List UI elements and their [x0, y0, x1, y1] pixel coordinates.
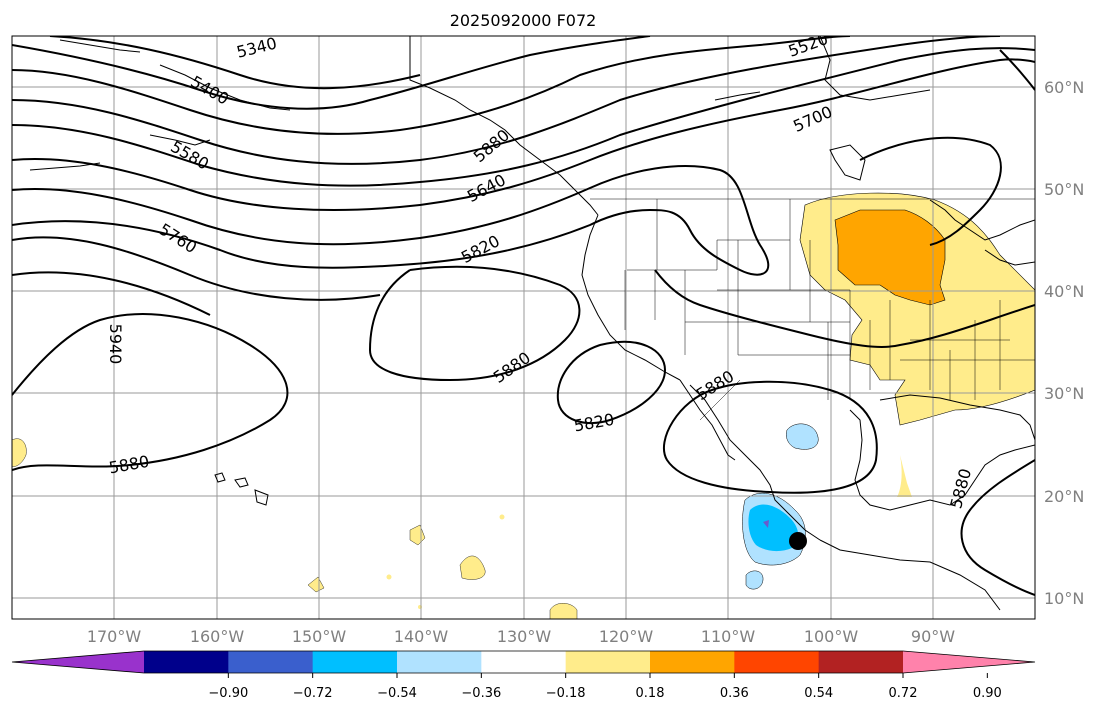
lat-label: 10°N: [1044, 589, 1084, 608]
colorbar-tick-label: −0.36: [461, 686, 501, 701]
colorbar-tick-label: 0.72: [889, 686, 918, 701]
colorbar-tick-label: −0.54: [377, 686, 417, 701]
colorbar-outline: [11, 650, 1036, 674]
storm-center-dot[interactable]: [789, 532, 807, 550]
lon-label: 160°W: [190, 627, 245, 646]
lon-label: 100°W: [804, 627, 859, 646]
colorbar-extend-high: [903, 651, 1035, 673]
colorbar: −0.90 −0.72 −0.54 −0.36 −0.18 0.18 0.36 0.54 0.7…: [11, 650, 1036, 701]
colorbar-bin: [565, 651, 651, 673]
colorbar-bin: [397, 651, 482, 673]
colorbar-tick-label: 0.54: [804, 686, 833, 701]
lon-label: 120°W: [599, 627, 654, 646]
colorbar-tick-label: 0.90: [973, 686, 1002, 701]
state-borders: [590, 198, 1035, 421]
map-area[interactable]: 5340 5400 5520 5580 5640 5700 5760 5820 …: [12, 29, 1035, 619]
colorbar-tick-label: 0.18: [636, 686, 665, 701]
colorbar-tick-label: −0.72: [293, 686, 333, 701]
colorbar-extend-low: [12, 651, 144, 673]
lat-label: 20°N: [1044, 487, 1084, 506]
colorbar-tick-label: −0.90: [208, 686, 248, 701]
lat-label: 60°N: [1044, 78, 1084, 97]
lat-label: 30°N: [1044, 384, 1084, 403]
positive-anomaly-fill: [12, 192, 1035, 619]
map-title: 2025092000 F072: [450, 11, 597, 30]
lon-label: 110°W: [701, 627, 756, 646]
colorbar-bin: [144, 651, 229, 673]
negative-anomaly-fill: [742, 423, 819, 590]
colorbar-bin: [228, 651, 314, 673]
colorbar-bin: [818, 651, 904, 673]
colorbar-bin: [734, 651, 820, 673]
height-contours: [12, 36, 1035, 596]
longitude-labels: 170°W 160°W 150°W 140°W 130°W 120°W 110°…: [87, 627, 955, 646]
graticule: [12, 36, 1035, 619]
lon-label: 150°W: [292, 627, 347, 646]
colorbar-bin: [650, 651, 735, 673]
colorbar-tick-label: −0.18: [546, 686, 586, 701]
lon-label: 140°W: [394, 627, 449, 646]
lon-label: 90°W: [911, 627, 955, 646]
coastlines: [29, 36, 1035, 611]
contour-label: 5940: [106, 324, 125, 365]
latitude-labels: 60°N 50°N 40°N 30°N 20°N 10°N: [1044, 78, 1084, 608]
lon-label: 170°W: [87, 627, 142, 646]
colorbar-bin: [312, 651, 398, 673]
lon-label: 130°W: [497, 627, 552, 646]
colorbar-tick-label: 0.36: [720, 686, 749, 701]
colorbar-bin: [481, 651, 567, 673]
lat-label: 50°N: [1044, 180, 1084, 199]
map-frame: [11, 35, 1036, 620]
lat-label: 40°N: [1044, 282, 1084, 301]
